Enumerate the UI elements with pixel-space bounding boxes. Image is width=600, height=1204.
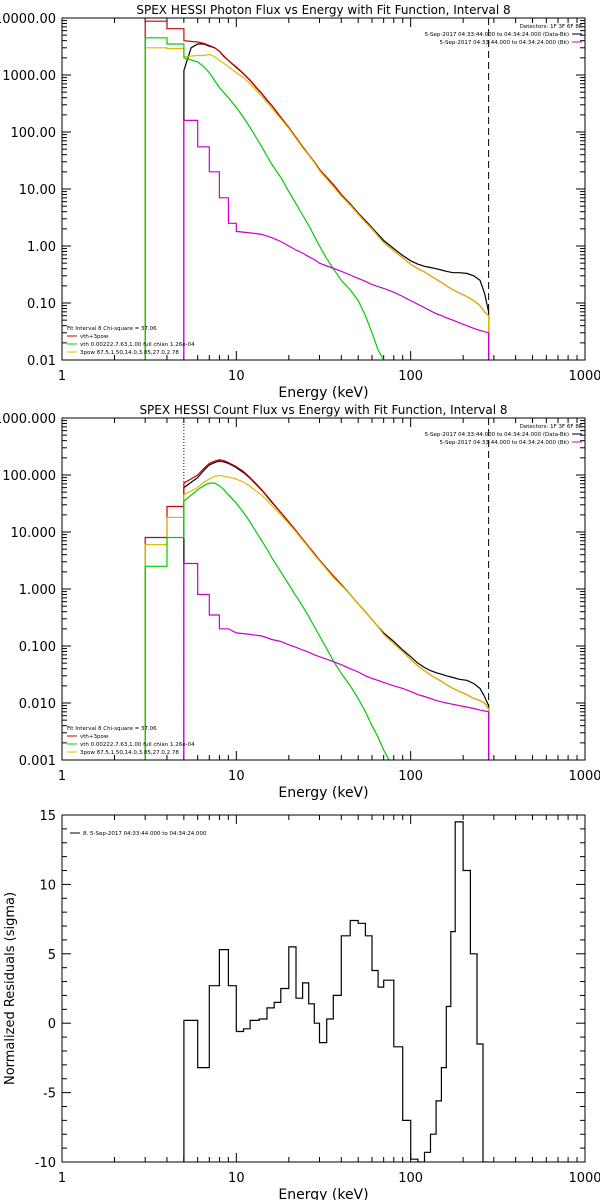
y-tick-label: 5 [48,948,56,963]
legend-label: Fit Interval 8 Chi-square = 37.06 [67,326,157,332]
y-tick-label: 100.000 [2,469,56,484]
x-tick-label: 10 [228,1171,245,1186]
legend-label: 5-Sep-2017 04:33:44.000 to 04:34:24.000 … [425,432,569,438]
series-line-3 [144,37,385,360]
y-tick-label: 15 [39,809,56,824]
y-tick-label: 1.00 [27,240,56,255]
x-tick-label: 1 [58,769,66,784]
series-line-4 [183,562,490,760]
series-group [144,459,490,760]
x-axis-label: Energy (keV) [278,785,368,801]
series-line-0 [183,43,490,360]
series-line-0 [183,460,490,760]
legend-label: vth+3pow [80,734,109,740]
series-line-1 [144,20,490,360]
legend-label: Fit Interval 8 Chi-square = 37.06 [67,726,157,732]
residuals-plot: 1 10 100 1000 -10 -5 0 5 10 15 Energy (keV) Normali… [3,809,600,1203]
y-tick-label: 10.000 [11,526,57,541]
y-axis-label: Normalized Residuals (sigma) [3,892,18,1085]
legend-label: vth+3pow [80,334,109,340]
y-tick-label: -10 [35,1156,56,1171]
legend-label: 5-Sep-2017 04:33:44.000 to 04:34:24.000 … [440,440,570,446]
x-tick-label: 1000 [568,1171,600,1186]
legend-label: 5-Sep-2017 04:33:44.000 to 04:34:24.000 … [425,32,569,38]
series-group [144,20,490,360]
y-tick-label: 0.10 [27,297,56,312]
x-tick-label: 10 [228,769,245,784]
x-tick-label: 1 [58,1171,66,1186]
chart-title: SPEX HESSI Photon Flux vs Energy with Fi… [136,3,510,17]
legend-label: 5-Sep-2017 04:33:44.000 to 04:34:24.000 … [440,40,570,46]
y-tick-label: 10000.00 [0,12,56,27]
x-tick-label: 100 [398,769,423,784]
x-tick-label: 1000 [568,769,600,784]
series-group [183,821,489,1162]
y-tick-label: 1.000 [19,583,56,598]
y-tick-label: -5 [43,1087,56,1102]
y-tick-label: 10.00 [19,183,56,198]
legend-label: vth 0.00222,7.63,1.00 full chian 1.26e-0… [80,342,195,348]
legend-label: Detectors: 1F 3F 6F 8F [520,424,582,430]
series-line-2 [144,47,490,360]
series-line-1 [144,459,490,760]
series-line-4 [183,119,490,360]
count-flux-plot: SPEX HESSI Count Flux vs Energy with Fit… [0,403,600,801]
series-line-2 [144,474,490,760]
x-tick-label: 10 [228,369,245,384]
plot-frame [61,417,586,761]
legend-label: Detectors: 1F 3F 6F 8F [520,24,582,30]
x-tick-label: 1 [58,369,66,384]
y-tick-label: 10 [39,878,56,893]
x-tick-label: 100 [398,369,423,384]
legend-label: 8. 5-Sep-2017 04:33:44.000 to 04:34:24.0… [83,831,207,837]
photon-flux-plot: SPEX HESSI Photon Flux vs Energy with Fi… [0,3,600,401]
x-axis-label: Energy (keV) [278,1187,368,1200]
chart-title: SPEX HESSI Count Flux vs Energy with Fit… [139,403,507,417]
y-tick-label: 0.01 [27,354,56,369]
y-tick-label: 100.00 [11,126,57,141]
y-tick-label: 0.001 [19,754,56,769]
plot-frame [61,17,586,361]
y-tick-label: 0.010 [19,697,56,712]
legend-label: 3pow 87.5,1.50,14.0,3.85,27.0,2.78 [80,350,179,356]
x-axis-label: Energy (keV) [278,385,368,401]
legend-label: 3pow 87.5,1.50,14.0,3.85,27.0,2.78 [80,750,179,756]
y-tick-label: 1000.000 [0,412,56,427]
legend-label: vth 0.00222,7.63,1.00 full chian 1.26e-0… [80,742,195,748]
x-tick-label: 1000 [568,369,600,384]
x-tick-label: 100 [398,1171,423,1186]
y-tick-label: 0.100 [19,640,56,655]
plot-frame [61,814,586,1163]
series-line-0 [183,821,489,1162]
series-line-3 [144,482,390,760]
y-tick-label: 0 [48,1017,56,1032]
y-tick-label: 1000.00 [2,69,56,84]
